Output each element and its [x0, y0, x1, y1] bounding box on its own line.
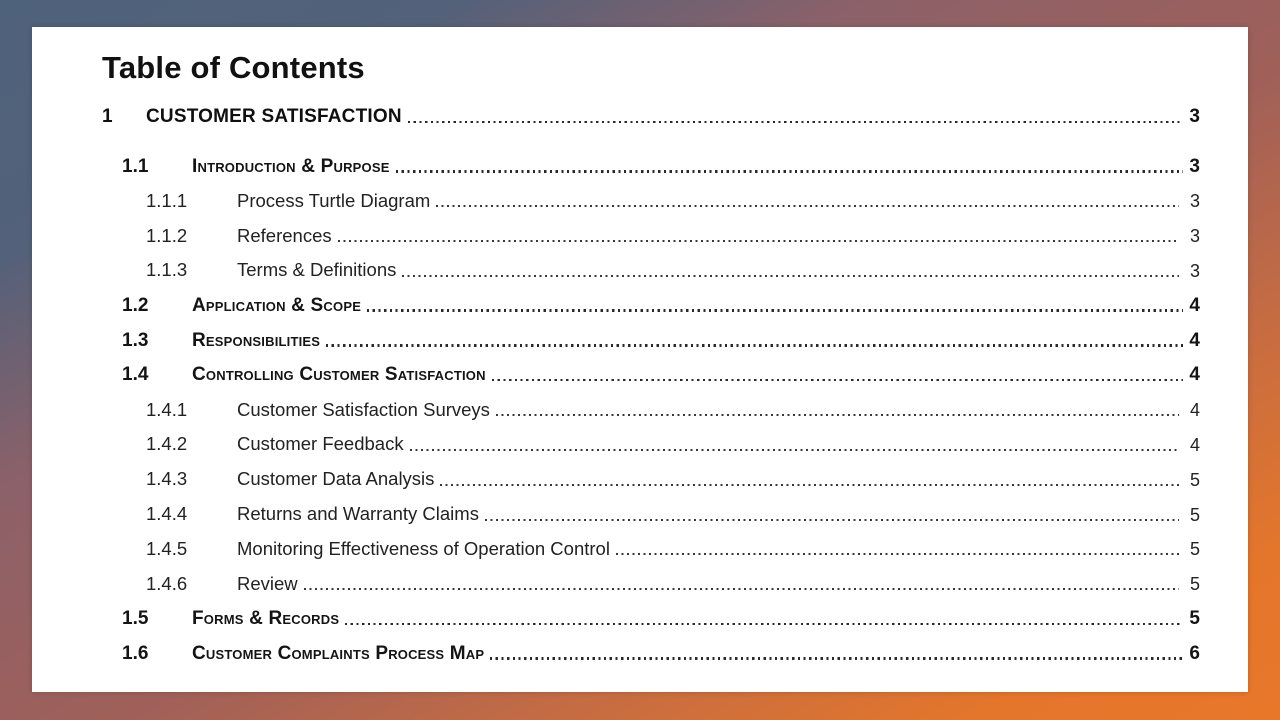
- toc-entry-page: 3: [1189, 260, 1200, 281]
- toc-leader-dots: [491, 379, 1183, 382]
- toc-entry-label: Customer Data Analysis: [237, 468, 435, 490]
- toc-entry-number: 1: [102, 105, 113, 127]
- toc-entry: 1.1 Introduction & Purpose 3: [102, 148, 1200, 183]
- toc-entry-number: 1.2: [122, 294, 149, 316]
- toc-entry-label: Monitoring Effectiveness of Operation Co…: [237, 537, 610, 559]
- toc-entry-page: 5: [1189, 607, 1200, 629]
- toc-entry-page: 6: [1189, 642, 1200, 664]
- toc-entry-page: 4: [1189, 329, 1200, 351]
- toc-leader-dots: [303, 588, 1179, 591]
- toc-entry: 1.4.2 Customer Feedback 4: [102, 426, 1200, 461]
- toc-entry-number: 1.3: [122, 329, 149, 351]
- toc-leader-dots: [326, 344, 1183, 347]
- toc-leader-dots: [337, 240, 1179, 243]
- toc-entry-page: 4: [1189, 364, 1200, 386]
- toc-entry-label: Process Turtle Diagram: [237, 189, 431, 211]
- toc-entry: 1.4.3 Customer Data Analysis 5: [102, 461, 1200, 496]
- toc-entry-page: 3: [1189, 191, 1200, 212]
- toc-entry: 1.4 Controlling Customer Satisfaction 4: [102, 357, 1200, 392]
- toc-entry: 1.4.1 Customer Satisfaction Surveys 4: [102, 391, 1200, 426]
- toc-entry-page: 3: [1189, 155, 1200, 177]
- toc-entry-page: 4: [1189, 400, 1200, 421]
- toc-entry-label: Terms & Definitions: [237, 259, 397, 281]
- toc-leader-dots: [495, 414, 1179, 417]
- toc-entry: 1.1.3 Terms & Definitions 3: [102, 252, 1200, 287]
- toc-entry: 1 Customer Satisfaction 3: [102, 98, 1200, 133]
- toc-entry-label: Controlling Customer Satisfaction: [192, 364, 486, 386]
- document-page: Table of Contents 1 Customer Satisfactio…: [32, 27, 1248, 692]
- toc-entry-page: 3: [1189, 226, 1200, 247]
- toc-entry-page: 5: [1189, 539, 1200, 560]
- toc-entry-number: 1.4.5: [146, 537, 188, 559]
- toc-entry-number: 1.5: [122, 607, 149, 629]
- toc-leader-dots: [440, 483, 1179, 486]
- toc-leader-dots: [615, 553, 1179, 556]
- toc-leader-dots: [367, 309, 1183, 312]
- toc-entry-number: 1.1.3: [146, 259, 188, 281]
- toc-list: 1 Customer Satisfaction 3 1.1 Introducti…: [102, 98, 1200, 670]
- toc-entry-number: 1.6: [122, 642, 149, 664]
- toc-entry-number: 1.4.6: [146, 572, 188, 594]
- toc-entry: 1.4.4 Returns and Warranty Claims 5: [102, 496, 1200, 531]
- toc-entry-number: 1.4: [122, 364, 149, 386]
- toc-entry-label: Customer Satisfaction Surveys: [237, 398, 490, 420]
- toc-entry-label: Application & Scope: [192, 294, 362, 316]
- toc-entry-label: Customer Satisfaction: [146, 105, 402, 127]
- toc-entry-number: 1.1: [122, 155, 149, 177]
- toc-entry-label: Customer Feedback: [237, 433, 404, 455]
- toc-entry: 1.1.1 Process Turtle Diagram 3: [102, 183, 1200, 218]
- toc-leader-dots: [395, 170, 1183, 173]
- toc-leader-dots: [484, 518, 1179, 521]
- toc-entry-page: 5: [1189, 469, 1200, 490]
- toc-entry-label: Customer Complaints Process Map: [192, 642, 485, 664]
- toc-entry-number: 1.4.1: [146, 398, 188, 420]
- toc-entry-page: 4: [1189, 434, 1200, 455]
- toc-entry: 1.4.5 Monitoring Effectiveness of Operat…: [102, 531, 1200, 566]
- toc-entry-page: 3: [1189, 105, 1200, 127]
- toc-entry-number: 1.4.2: [146, 433, 188, 455]
- page-title: Table of Contents: [102, 50, 365, 85]
- toc-leader-dots: [436, 205, 1179, 208]
- toc-entry-number: 1.4.4: [146, 503, 188, 525]
- toc-entry-label: Responsibilities: [192, 329, 321, 351]
- toc-entry-number: 1.1.1: [146, 189, 188, 211]
- toc-entry: 1.3 Responsibilities 4: [102, 322, 1200, 357]
- toc-entry-page: 5: [1189, 504, 1200, 525]
- toc-leader-dots: [407, 120, 1183, 123]
- toc-entry: 1.2 Application & Scope 4: [102, 287, 1200, 322]
- toc-entry-number: 1.1.2: [146, 224, 188, 246]
- toc-entry-number: 1.4.3: [146, 468, 188, 490]
- toc-leader-dots: [402, 274, 1179, 277]
- toc-leader-dots: [490, 657, 1183, 660]
- toc-entry-label: Review: [237, 572, 298, 594]
- toc-entry-label: Forms & Records: [192, 607, 340, 629]
- toc-entry: 1.1.2 References 3: [102, 217, 1200, 252]
- toc-leader-dots: [409, 448, 1179, 451]
- toc-entry-page: 4: [1189, 294, 1200, 316]
- toc-entry-label: Returns and Warranty Claims: [237, 503, 479, 525]
- toc-entry-label: Introduction & Purpose: [192, 155, 390, 177]
- toc-leader-dots: [345, 622, 1183, 625]
- toc-entry: 1.4.6 Review 5: [102, 565, 1200, 600]
- toc-entry: 1.6 Customer Complaints Process Map 6: [102, 635, 1200, 670]
- toc-entry-page: 5: [1189, 574, 1200, 595]
- toc-entry-label: References: [237, 224, 332, 246]
- toc-entry: 1.5 Forms & Records 5: [102, 600, 1200, 635]
